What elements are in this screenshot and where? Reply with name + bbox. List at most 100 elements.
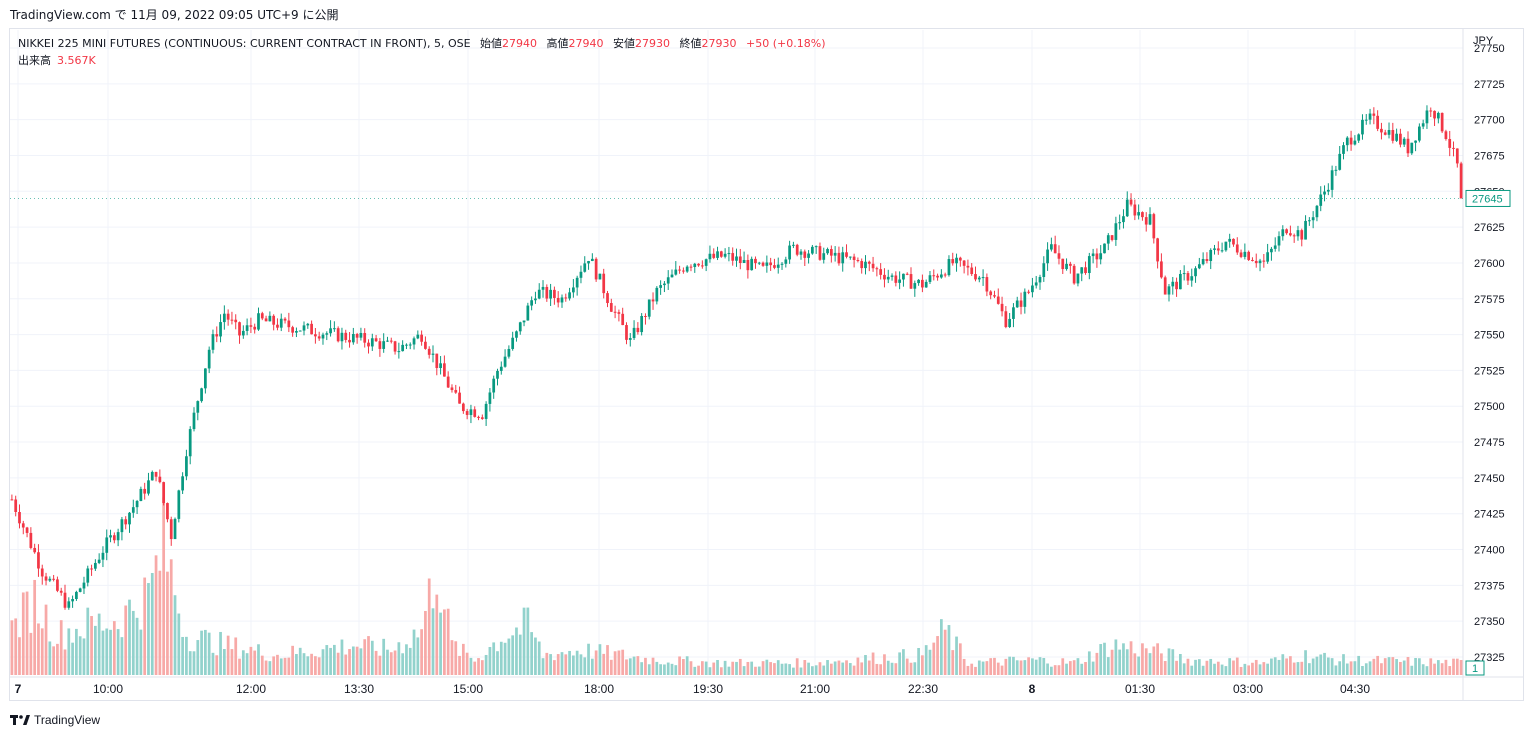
volume-bar [917, 648, 920, 675]
tradingview-brand[interactable]: TradingView [10, 713, 100, 727]
candle-body [1156, 238, 1159, 262]
volume-value: 3.567K [57, 54, 96, 67]
candle-body [484, 403, 488, 419]
volume-bar [424, 610, 427, 675]
last-price-badge [1465, 189, 1511, 207]
candle-body [666, 277, 670, 284]
volume-bar [1395, 659, 1398, 675]
candle-body [363, 332, 367, 343]
volume-bar [716, 660, 719, 675]
volume-bar [1015, 660, 1019, 675]
candle-body [678, 269, 681, 271]
candle-body [848, 256, 852, 258]
candle-body [1103, 243, 1106, 254]
candle-body [860, 261, 864, 269]
volume-bar [1072, 660, 1076, 675]
volume-bar [875, 663, 879, 675]
currency-label[interactable]: JPY [1473, 35, 1494, 47]
candle-body [207, 349, 211, 369]
volume-bar [1448, 666, 1452, 675]
candle-body [1232, 238, 1235, 245]
volume-bar [924, 645, 928, 675]
volume-bar [1065, 663, 1068, 675]
candle-body [1338, 153, 1342, 170]
volume-bar [989, 658, 993, 675]
candle-body [1186, 273, 1190, 281]
volume-bar [1455, 658, 1459, 675]
candle-body [947, 259, 951, 276]
volume-bar [746, 661, 750, 675]
chart-pane[interactable] [9, 28, 1524, 701]
volume-bar [215, 655, 219, 675]
candle-body [993, 295, 996, 297]
candle-body [1072, 265, 1076, 284]
volume-bar [811, 666, 814, 675]
candle-body [1429, 110, 1433, 112]
volume-bar [1129, 641, 1133, 675]
volume-bar [511, 635, 515, 675]
volume-bar [799, 667, 803, 675]
volume-bar [1289, 656, 1292, 675]
candle-body [985, 277, 989, 292]
candle-body [264, 318, 268, 322]
candle-body [867, 261, 871, 264]
volume-bar [405, 644, 408, 675]
candle-body [185, 456, 188, 477]
candle-body [348, 339, 351, 343]
candle-body [742, 259, 746, 263]
volume-bar [1361, 665, 1364, 675]
volume-bar [974, 666, 977, 675]
volume-bar [188, 651, 192, 675]
volume-bar [477, 658, 480, 675]
candle-body [1216, 248, 1220, 251]
volume-bar [1349, 661, 1353, 675]
candle-body [222, 313, 226, 323]
candle-body [67, 601, 71, 608]
candle-body [1163, 277, 1167, 295]
volume-bar [1110, 649, 1114, 675]
candle-body [52, 578, 55, 580]
candle-body [1406, 138, 1410, 154]
candle-body [139, 488, 143, 502]
volume-bar [958, 643, 962, 675]
volume-bar [287, 657, 291, 675]
volume-bar [1091, 661, 1095, 675]
volume-bar [621, 649, 625, 675]
candle-body [708, 253, 712, 260]
volume-bar [769, 662, 773, 675]
volume-bar [40, 628, 44, 675]
volume-bar [1122, 643, 1125, 675]
candle-body [503, 356, 507, 367]
volume-bar [268, 661, 272, 675]
volume-bar [898, 652, 901, 675]
candle-body [1000, 303, 1004, 312]
candle-body [1387, 130, 1391, 135]
volume-bar [21, 592, 25, 675]
candle-body [1008, 318, 1012, 328]
volume-bar [298, 647, 302, 675]
volume-bar [431, 608, 435, 675]
candle-body [1194, 268, 1197, 277]
candle-body [757, 262, 761, 264]
price-tick-label: 27550 [1474, 330, 1505, 342]
volume-bar [37, 623, 40, 675]
candle-body [1133, 204, 1137, 216]
candle-body [1372, 113, 1376, 116]
time-tick-label: 7 [15, 682, 22, 696]
candle-body [1023, 291, 1027, 307]
volume-bar [1418, 658, 1421, 675]
volume-bar [1353, 661, 1357, 675]
volume-bar [1247, 665, 1251, 675]
candle-body [405, 344, 408, 346]
price-tick-label: 27375 [1474, 580, 1505, 592]
candle-body [609, 303, 613, 312]
candle-body [105, 537, 109, 553]
candle-body [1296, 230, 1300, 237]
candle-body [625, 325, 628, 340]
volume-bar [29, 632, 33, 675]
candle-body [773, 265, 776, 268]
time-tick-label: 18:00 [584, 682, 614, 696]
candle-body [351, 334, 355, 343]
volume-bar [761, 661, 765, 675]
